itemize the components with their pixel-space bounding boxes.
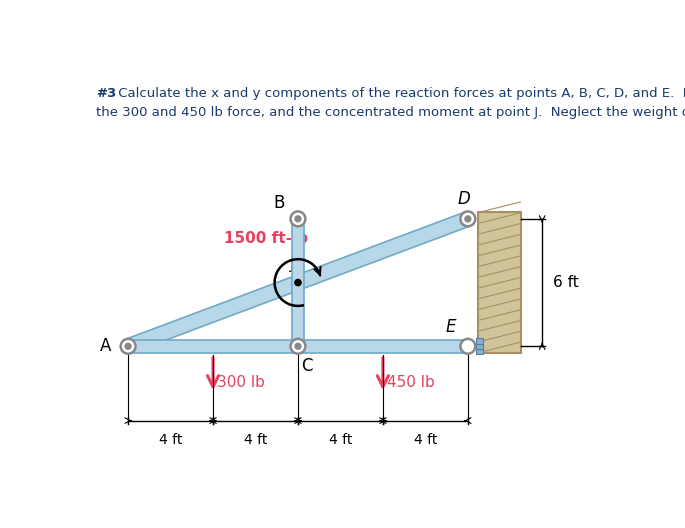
- Circle shape: [295, 343, 301, 349]
- Text: 300 lb: 300 lb: [217, 375, 265, 390]
- Bar: [476, 344, 483, 349]
- Text: 6 ft: 6 ft: [553, 275, 579, 290]
- Text: B: B: [274, 194, 285, 212]
- Text: 4 ft: 4 ft: [329, 433, 352, 447]
- Polygon shape: [292, 219, 304, 346]
- Circle shape: [290, 339, 306, 354]
- Circle shape: [125, 343, 131, 349]
- Polygon shape: [128, 340, 468, 353]
- Text: 450 lb: 450 lb: [387, 375, 435, 390]
- Circle shape: [465, 216, 471, 222]
- Text: #3: #3: [96, 87, 116, 100]
- Polygon shape: [125, 212, 471, 353]
- Circle shape: [290, 211, 306, 227]
- Text: 4 ft: 4 ft: [159, 433, 182, 447]
- Circle shape: [295, 216, 301, 222]
- Bar: [476, 338, 483, 344]
- Text: 4 ft: 4 ft: [244, 433, 267, 447]
- Text: J: J: [289, 257, 294, 272]
- Text: D: D: [457, 190, 470, 208]
- Text: 1500 ft-lb: 1500 ft-lb: [224, 231, 308, 247]
- Circle shape: [460, 339, 475, 354]
- Bar: [476, 349, 483, 354]
- Circle shape: [121, 339, 136, 354]
- Text: the 300 and 450 lb force, and the concentrated moment at point J.  Neglect the w: the 300 and 450 lb force, and the concen…: [96, 106, 685, 119]
- Circle shape: [294, 279, 302, 286]
- Text: 4 ft: 4 ft: [414, 433, 437, 447]
- Text: E: E: [446, 318, 456, 336]
- Text: C: C: [301, 357, 312, 375]
- Text: Calculate the x and y components of the reaction forces at points A, B, C, D, an: Calculate the x and y components of the …: [114, 87, 685, 100]
- Circle shape: [460, 211, 475, 227]
- Bar: [478, 212, 521, 353]
- Text: A: A: [100, 337, 111, 355]
